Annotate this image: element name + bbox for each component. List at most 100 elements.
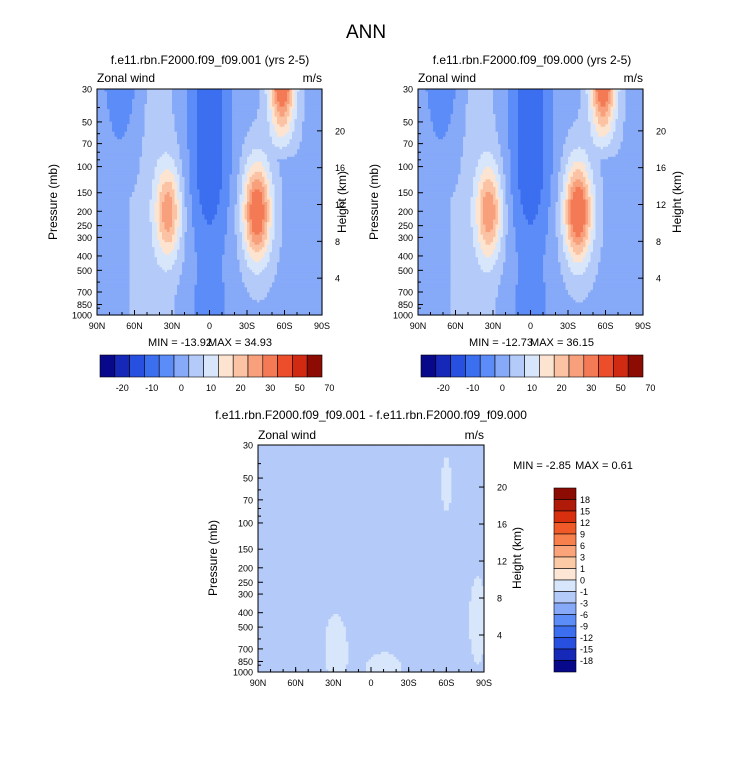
contour-cell: [287, 119, 291, 123]
contour-cell: [279, 91, 283, 95]
contour-cell: [159, 119, 163, 123]
contour-cell: [112, 194, 116, 198]
contour-cell: [252, 179, 256, 183]
contour-cell: [199, 111, 203, 115]
contour-cell: [229, 179, 233, 183]
contour-cell: [239, 176, 243, 180]
contour-cell: [222, 189, 226, 193]
contour-cell: [222, 156, 226, 160]
contour-cell: [189, 116, 193, 120]
contour-cell: [154, 126, 158, 130]
contour-cell: [242, 159, 246, 163]
contour-cell: [192, 96, 196, 100]
contour-cell: [187, 129, 191, 133]
contour-cell: [217, 189, 221, 193]
contour-cell: [214, 151, 218, 155]
contour-cell: [179, 189, 183, 193]
contour-cell: [152, 124, 156, 128]
contour-cell: [222, 106, 226, 110]
contour-cell: [237, 159, 241, 163]
contour-cell: [169, 184, 173, 188]
contour-cell: [139, 109, 143, 113]
contour-cell: [154, 139, 158, 143]
contour-cell: [262, 191, 266, 196]
contour-cell: [179, 109, 183, 113]
contour-cell: [254, 166, 258, 170]
contour-cell: [112, 161, 116, 165]
contour-cell: [134, 89, 138, 93]
contour-cell: [169, 89, 173, 93]
contour-cell: [194, 89, 198, 93]
contour-cell: [102, 116, 106, 120]
contour-cell: [149, 129, 153, 133]
contour-cell: [152, 179, 156, 183]
contour-cell: [157, 96, 161, 100]
contour-cell: [284, 179, 288, 183]
contour-cell: [237, 181, 241, 186]
contour-cell: [169, 146, 173, 150]
contour-cell: [289, 96, 293, 100]
contour-cell: [274, 159, 278, 163]
contour-cell: [287, 151, 291, 155]
contour-cell: [244, 131, 248, 135]
contour-cell: [122, 99, 126, 103]
contour-cell: [177, 121, 181, 125]
contour-cell: [287, 136, 291, 140]
contour-cell: [234, 124, 238, 128]
contour-cell: [269, 96, 273, 100]
contour-cell: [159, 96, 163, 100]
contour-cell: [157, 99, 161, 103]
contour-cell: [197, 141, 201, 145]
contour-cell: [129, 89, 133, 93]
contour-cell: [144, 181, 148, 186]
contour-cell: [149, 171, 153, 175]
contour-cell: [172, 156, 176, 160]
contour-cell: [162, 184, 166, 188]
contour-cell: [252, 149, 256, 153]
contour-cell: [282, 156, 286, 160]
contour-cell: [242, 121, 246, 125]
contour-cell: [247, 144, 251, 148]
contour-cell: [189, 136, 193, 140]
contour-cell: [174, 99, 178, 103]
contour-cell: [197, 109, 201, 113]
contour-cell: [119, 176, 123, 180]
contour-cell: [294, 119, 298, 123]
contour-cell: [204, 176, 208, 180]
contour-cell: [132, 149, 136, 153]
contour-cell: [172, 146, 176, 150]
contour-cell: [297, 141, 301, 145]
contour-cell: [279, 131, 283, 135]
contour-cell: [297, 161, 301, 165]
contour-cell: [107, 104, 111, 108]
contour-cell: [187, 111, 191, 115]
contour-cell: [207, 189, 211, 193]
contour-cell: [249, 126, 253, 130]
contour-cell: [99, 131, 103, 135]
contour-cell: [242, 144, 246, 148]
contour-cell: [139, 174, 143, 178]
contour-cell: [302, 89, 306, 93]
contour-cell: [264, 174, 268, 178]
contour-cell: [292, 151, 296, 155]
contour-cell: [297, 164, 301, 168]
contour-cell: [157, 164, 161, 168]
contour-cell: [209, 169, 213, 173]
contour-cell: [162, 154, 166, 158]
contour-cell: [127, 94, 131, 98]
contour-cell: [109, 136, 113, 140]
contour-cell: [144, 111, 148, 115]
contour-cell: [124, 156, 128, 160]
contour-cell: [202, 99, 206, 103]
contour-cell: [99, 189, 103, 193]
contour-cell: [189, 89, 193, 93]
contour-cell: [154, 121, 158, 125]
contour-cell: [207, 91, 211, 95]
contour-cell: [249, 114, 253, 118]
contour-cell: [119, 141, 123, 145]
contour-cell: [264, 129, 268, 133]
figure-title: ANN: [346, 22, 386, 43]
contour-cell: [264, 116, 268, 120]
contour-cell: [277, 94, 281, 98]
